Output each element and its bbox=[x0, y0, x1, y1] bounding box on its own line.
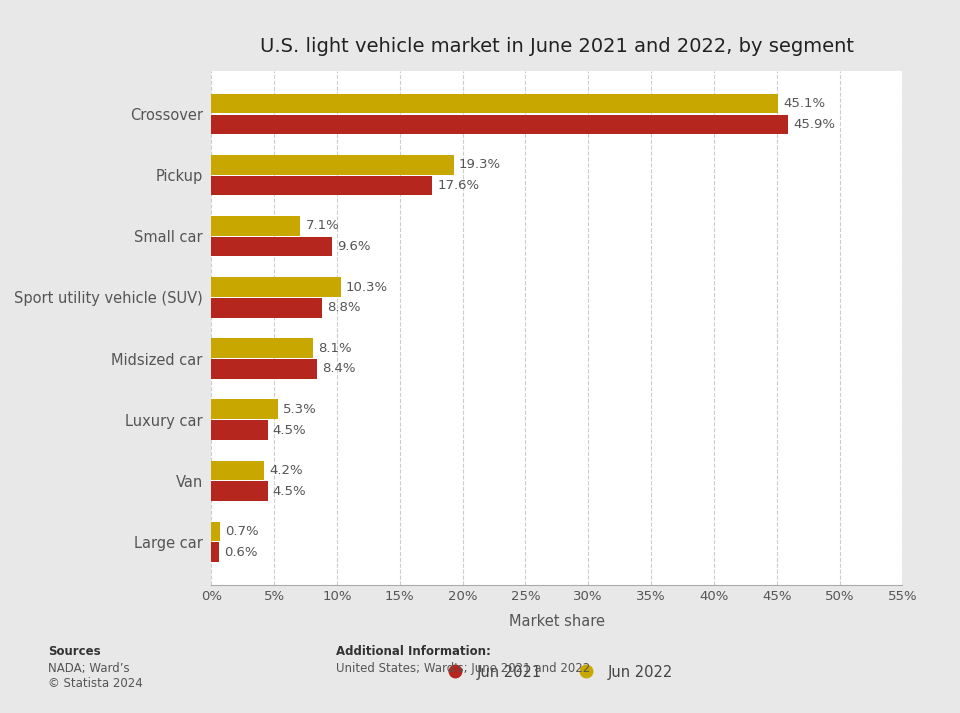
Bar bbox=[211, 399, 277, 419]
Text: Additional Information:: Additional Information: bbox=[336, 645, 491, 658]
Bar bbox=[211, 543, 219, 562]
Text: 19.3%: 19.3% bbox=[459, 158, 501, 171]
Bar bbox=[211, 277, 341, 297]
X-axis label: Market share: Market share bbox=[509, 614, 605, 629]
Bar bbox=[211, 155, 454, 175]
Text: 4.5%: 4.5% bbox=[273, 485, 306, 498]
Text: 9.6%: 9.6% bbox=[337, 240, 371, 253]
Text: 4.2%: 4.2% bbox=[269, 464, 302, 477]
Text: 10.3%: 10.3% bbox=[346, 280, 388, 294]
Bar bbox=[211, 461, 264, 480]
Text: 4.5%: 4.5% bbox=[273, 424, 306, 436]
Bar bbox=[211, 94, 778, 113]
Bar bbox=[211, 237, 332, 257]
Text: 8.1%: 8.1% bbox=[318, 342, 351, 354]
Bar bbox=[211, 359, 317, 379]
Bar bbox=[211, 420, 268, 440]
Text: 0.6%: 0.6% bbox=[224, 545, 257, 559]
Text: 8.4%: 8.4% bbox=[322, 362, 355, 376]
Text: 45.9%: 45.9% bbox=[793, 118, 835, 131]
Text: 7.1%: 7.1% bbox=[305, 220, 339, 232]
Text: 17.6%: 17.6% bbox=[438, 179, 480, 192]
Text: 45.1%: 45.1% bbox=[783, 97, 826, 111]
Title: U.S. light vehicle market in June 2021 and 2022, by segment: U.S. light vehicle market in June 2021 a… bbox=[260, 37, 853, 56]
Bar bbox=[211, 522, 220, 541]
Bar bbox=[211, 216, 300, 236]
Bar bbox=[211, 298, 322, 317]
Text: 0.7%: 0.7% bbox=[225, 525, 258, 538]
Text: 8.8%: 8.8% bbox=[326, 302, 360, 314]
Bar bbox=[211, 176, 432, 195]
Bar bbox=[211, 115, 788, 134]
Text: 5.3%: 5.3% bbox=[283, 403, 317, 416]
Text: United States; Ward's; June 2021 and 2022: United States; Ward's; June 2021 and 202… bbox=[336, 662, 590, 674]
Text: NADA; Ward’s
© Statista 2024: NADA; Ward’s © Statista 2024 bbox=[48, 662, 143, 689]
Bar bbox=[211, 481, 268, 501]
Bar bbox=[211, 339, 313, 358]
Legend: Jun 2021, Jun 2022: Jun 2021, Jun 2022 bbox=[435, 659, 679, 685]
Text: Sources: Sources bbox=[48, 645, 101, 658]
